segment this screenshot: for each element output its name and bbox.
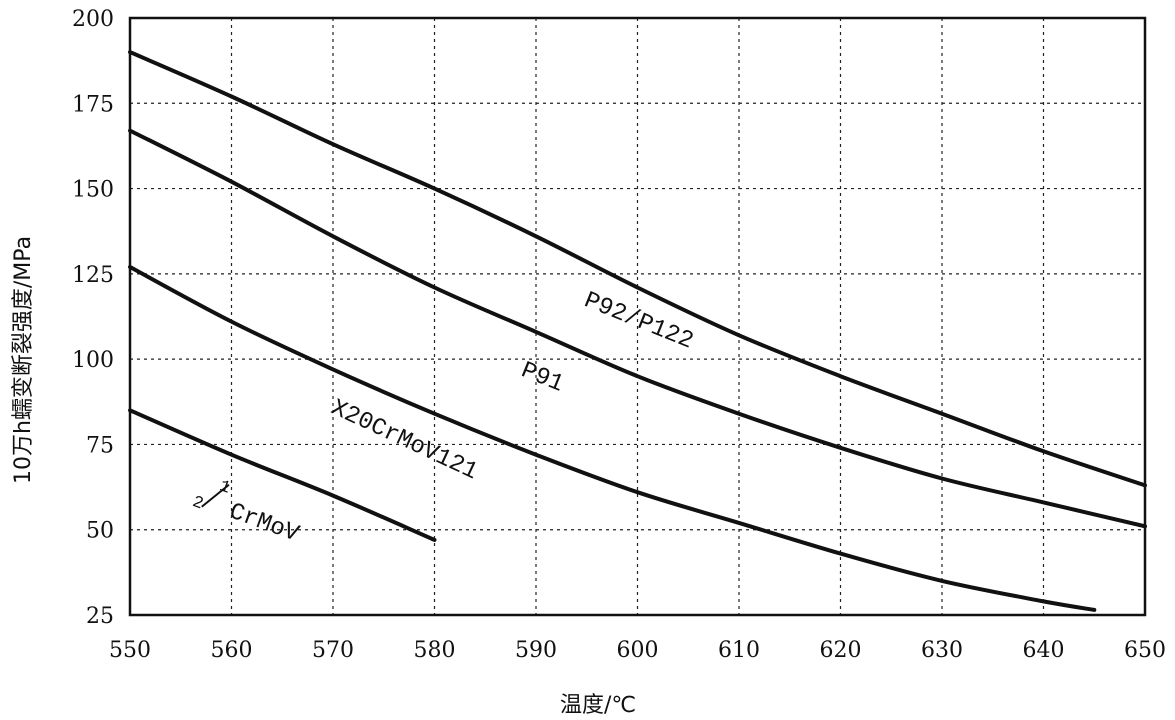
x-tick-label: 650	[1124, 638, 1166, 663]
x-tick-label: 600	[617, 638, 659, 663]
y-tick-label: 50	[86, 519, 114, 544]
series-line-0	[128, 50, 1147, 488]
fraction-slash	[201, 483, 230, 508]
x-tick-label: 570	[312, 638, 354, 663]
y-tick-label: 100	[72, 348, 114, 373]
series-line-3	[128, 408, 437, 542]
series-label-half-crmov: 1 2 CrMoV	[190, 477, 303, 548]
y-tick-label: 150	[72, 178, 114, 203]
x-tick-label: 560	[211, 638, 253, 663]
x-tick-label: 630	[921, 638, 963, 663]
series-label-p92-p122: P92/P122	[580, 287, 697, 355]
grid	[130, 18, 1145, 615]
x-tick-label: 590	[515, 638, 557, 663]
fraction-suffix: CrMoV	[225, 498, 302, 548]
x-tick-label: 580	[414, 638, 456, 663]
x-tick-label: 610	[718, 638, 760, 663]
plot-frame	[128, 16, 1147, 617]
y-tick-label: 25	[86, 604, 114, 629]
series-lines	[128, 50, 1147, 612]
x-tick-labels: 550 560 570 580 590 600 610 620 630 640 650	[109, 638, 1166, 663]
y-tick-label: 75	[86, 433, 114, 458]
series-label-x20crmov121: X20CrMoV121	[327, 395, 482, 486]
y-tick-label: 175	[72, 92, 114, 117]
series-line-2	[128, 265, 1097, 612]
x-tick-label: 620	[820, 638, 862, 663]
series-line-1	[128, 128, 1147, 529]
y-tick-label: 125	[72, 263, 114, 288]
fraction-denominator: 2	[190, 493, 206, 514]
x-tick-label: 640	[1023, 638, 1065, 663]
y-tick-label: 200	[72, 7, 114, 32]
x-tick-label: 550	[109, 638, 151, 663]
series-label-p91: P91	[517, 357, 567, 398]
x-axis-title: 温度/℃	[560, 693, 636, 718]
y-tick-labels: 200 175 150 125 100 75 50 25	[72, 7, 114, 629]
y-axis-title: 10万h蠕变断裂强度/MPa	[11, 236, 36, 484]
